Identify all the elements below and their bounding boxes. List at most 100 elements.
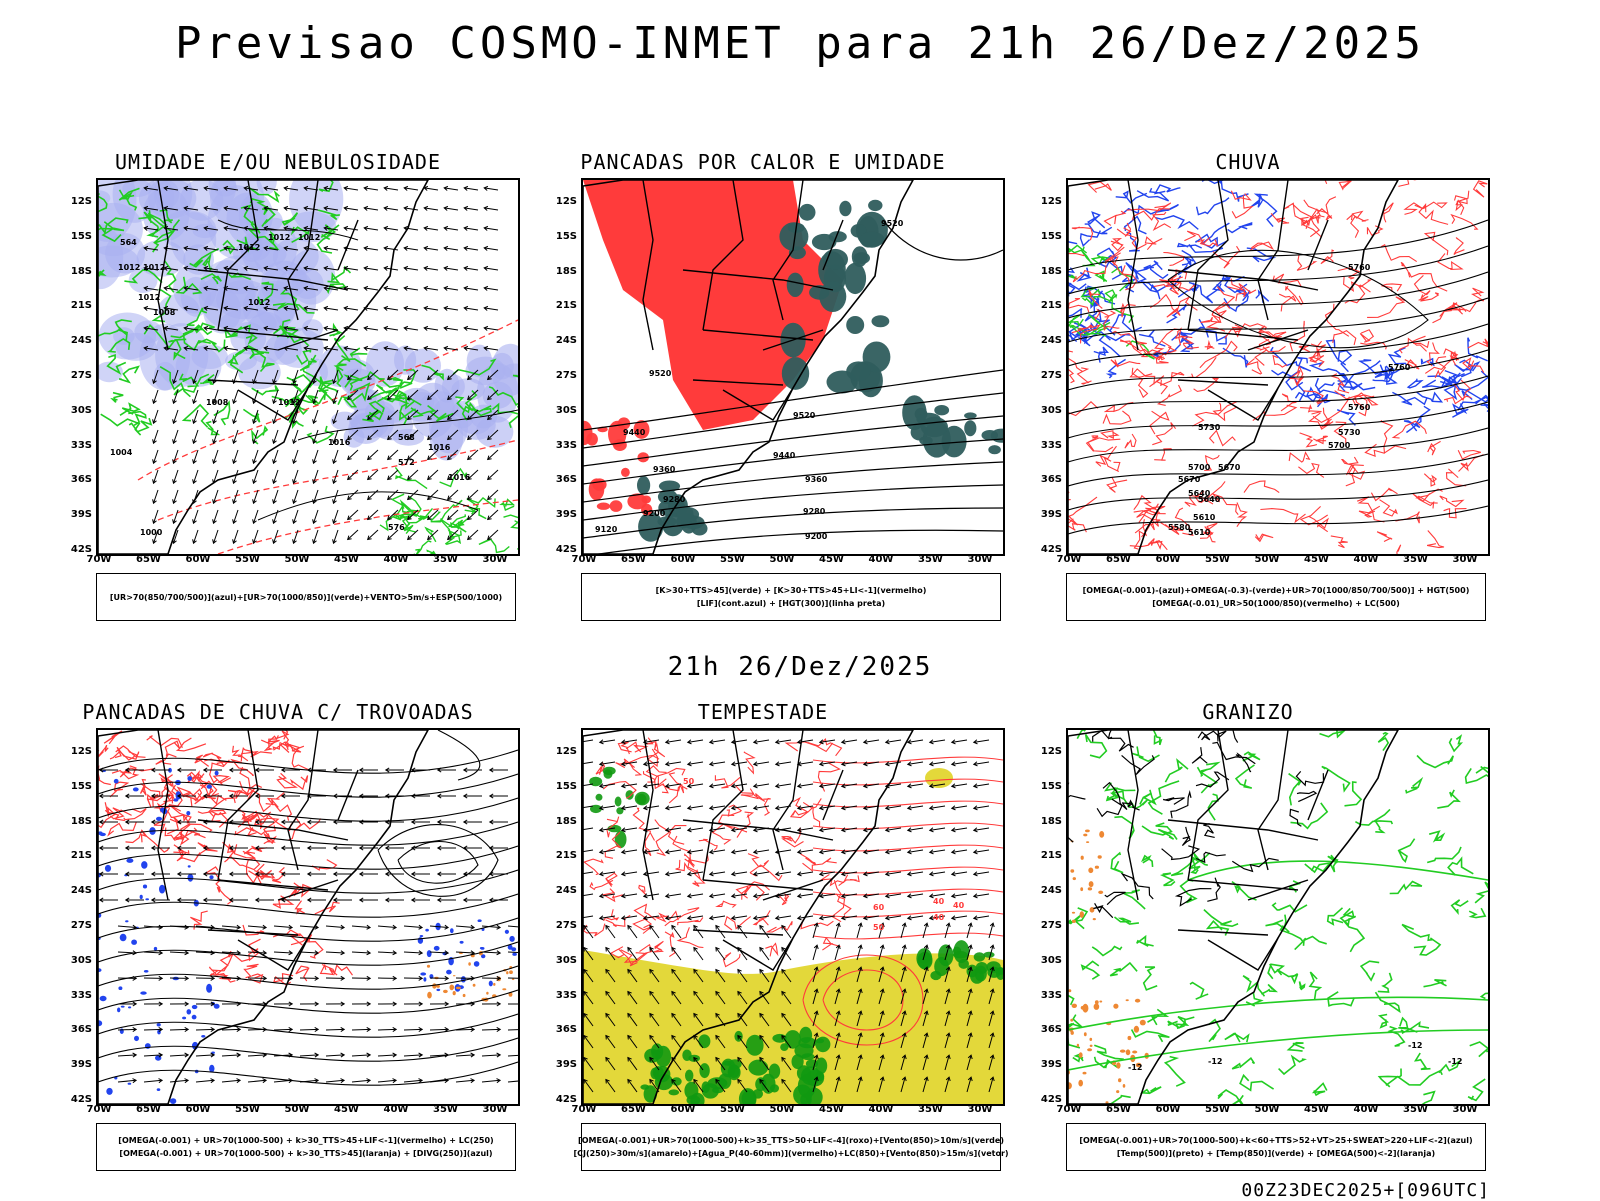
contour-label: 1012 bbox=[138, 293, 160, 302]
contour-label: 40 bbox=[953, 901, 965, 910]
lat-tick-label: 12S bbox=[543, 196, 577, 207]
legend-line: [OMEGA(-0.001) + UR>70(1000-500) + k>30_… bbox=[119, 1147, 492, 1160]
lon-tick-label: 60W bbox=[1151, 1104, 1185, 1115]
lon-tick-label: 65W bbox=[617, 1104, 651, 1115]
lat-tick-label: 33S bbox=[58, 990, 92, 1001]
lon-tick-label: 35W bbox=[429, 1104, 463, 1115]
lat-tick-label: 12S bbox=[1028, 196, 1062, 207]
contour-label: 9360 bbox=[653, 465, 676, 474]
lon-tick-label: 70W bbox=[567, 554, 601, 565]
map-trovoadas[interactable] bbox=[96, 728, 520, 1106]
lat-tick-label: 36S bbox=[1028, 1024, 1062, 1035]
contour-label: 5700 bbox=[1328, 441, 1351, 450]
legend-umidade: [UR>70(850/700/500)](azul)+[UR>70(1000/8… bbox=[96, 573, 516, 621]
lat-tick-label: 30S bbox=[543, 955, 577, 966]
instability-orange bbox=[427, 951, 515, 1002]
lon-tick-label: 40W bbox=[1349, 1104, 1383, 1115]
lat-tick-label: 24S bbox=[1028, 335, 1062, 346]
map-granizo[interactable]: -12-12-12-12 bbox=[1066, 728, 1490, 1106]
lon-tick-label: 50W bbox=[280, 1104, 314, 1115]
lon-tick-label: 45W bbox=[1300, 554, 1334, 565]
lat-tick-label: 18S bbox=[543, 266, 577, 277]
lat-tick-label: 15S bbox=[543, 231, 577, 242]
lat-tick-label: 24S bbox=[58, 335, 92, 346]
map-canvas: -12-12-12-12 bbox=[1068, 730, 1488, 1104]
lat-tick-label: 12S bbox=[58, 196, 92, 207]
contour-label: 9520 bbox=[881, 219, 904, 228]
lon-tick-label: 55W bbox=[231, 1104, 265, 1115]
lat-tick-label: 27S bbox=[543, 370, 577, 381]
lon-tick-label: 50W bbox=[1250, 554, 1284, 565]
lon-tick-label: 45W bbox=[815, 1104, 849, 1115]
contour-label: 5580 bbox=[1168, 523, 1191, 532]
contour-label: 5760 bbox=[1348, 403, 1371, 412]
contour-label: 5640 bbox=[1188, 489, 1211, 498]
legend-trovoadas: [OMEGA(-0.001) + UR>70(1000-500) + k>30_… bbox=[96, 1123, 516, 1171]
contour-label: 564 bbox=[120, 238, 137, 247]
lat-tick-label: 36S bbox=[543, 1024, 577, 1035]
lat-tick-label: 30S bbox=[1028, 955, 1062, 966]
contour-label: 1012 bbox=[268, 233, 290, 242]
lat-tick-label: 27S bbox=[1028, 920, 1062, 931]
lat-tick-label: 39S bbox=[1028, 1059, 1062, 1070]
lon-tick-label: 65W bbox=[617, 554, 651, 565]
lon-tick-label: 70W bbox=[567, 1104, 601, 1115]
legend-calor: [K>30+TTS>45](verde) + [K>30+TTS>45+LI<-… bbox=[581, 573, 1001, 621]
lon-tick-label: 30W bbox=[478, 554, 512, 565]
panel-granizo: GRANIZO -12-12-12-12 [OMEGA(-0.001)+UR>7… bbox=[1028, 700, 1468, 1180]
lon-tick-label: 65W bbox=[132, 1104, 166, 1115]
lon-tick-label: 70W bbox=[82, 554, 116, 565]
main-title: Previsao COSMO-INMET para 21h 26/Dez/202… bbox=[0, 18, 1600, 69]
lat-tick-label: 21S bbox=[543, 850, 577, 861]
lon-tick-label: 40W bbox=[864, 554, 898, 565]
temp850-contour-green bbox=[1068, 730, 1488, 1104]
lat-tick-label: 21S bbox=[1028, 850, 1062, 861]
legend-line: [UR>70(850/700/500)](azul)+[UR>70(1000/8… bbox=[110, 591, 502, 604]
contour-label: 9520 bbox=[649, 369, 672, 378]
lat-tick-label: 27S bbox=[543, 920, 577, 931]
contour-label: 9440 bbox=[623, 428, 646, 437]
lat-tick-label: 33S bbox=[543, 440, 577, 451]
contour-label: 9360 bbox=[805, 475, 828, 484]
contour-label: 60 bbox=[873, 903, 885, 912]
contour-label: 9520 bbox=[793, 411, 816, 420]
contour-label: 1000 bbox=[140, 528, 163, 537]
contour-label: 50 bbox=[683, 777, 695, 786]
contour-label: 1016 bbox=[328, 438, 351, 447]
contour-label: 5730 bbox=[1338, 428, 1361, 437]
lat-tick-label: 36S bbox=[58, 474, 92, 485]
legend-line: [OMEGA(-0.01)_UR>50(1000/850)(vermelho) … bbox=[1152, 597, 1400, 610]
lon-tick-label: 35W bbox=[1399, 554, 1433, 565]
contour-label: -12 bbox=[1448, 1057, 1462, 1066]
lon-tick-label: 50W bbox=[765, 1104, 799, 1115]
contour-label: 1012 bbox=[238, 243, 260, 252]
lat-tick-label: 21S bbox=[1028, 300, 1062, 311]
lon-tick-label: 30W bbox=[963, 1104, 997, 1115]
lat-tick-label: 39S bbox=[58, 1059, 92, 1070]
lat-tick-label: 15S bbox=[58, 781, 92, 792]
lon-tick-label: 30W bbox=[1448, 1104, 1482, 1115]
lon-tick-label: 55W bbox=[231, 554, 265, 565]
panel-title: UMIDADE E/OU NEBULOSIDADE bbox=[58, 150, 498, 174]
lat-tick-label: 12S bbox=[58, 746, 92, 757]
contour-label: 40 bbox=[933, 897, 945, 906]
lat-tick-label: 24S bbox=[58, 885, 92, 896]
lon-tick-label: 50W bbox=[1250, 1104, 1284, 1115]
panel-trovoadas: PANCADAS DE CHUVA C/ TROVOADAS [OMEGA(-0… bbox=[58, 700, 498, 1180]
contour-label: 40 bbox=[933, 913, 945, 922]
lat-tick-label: 24S bbox=[543, 885, 577, 896]
lat-tick-label: 39S bbox=[1028, 509, 1062, 520]
lat-tick-label: 39S bbox=[58, 509, 92, 520]
lat-tick-label: 33S bbox=[543, 990, 577, 1001]
lon-tick-label: 55W bbox=[716, 554, 750, 565]
lat-tick-label: 33S bbox=[1028, 990, 1062, 1001]
contour-label: -12 bbox=[1128, 1063, 1142, 1072]
lat-tick-label: 18S bbox=[58, 816, 92, 827]
contour-label: 1012 bbox=[118, 263, 140, 272]
